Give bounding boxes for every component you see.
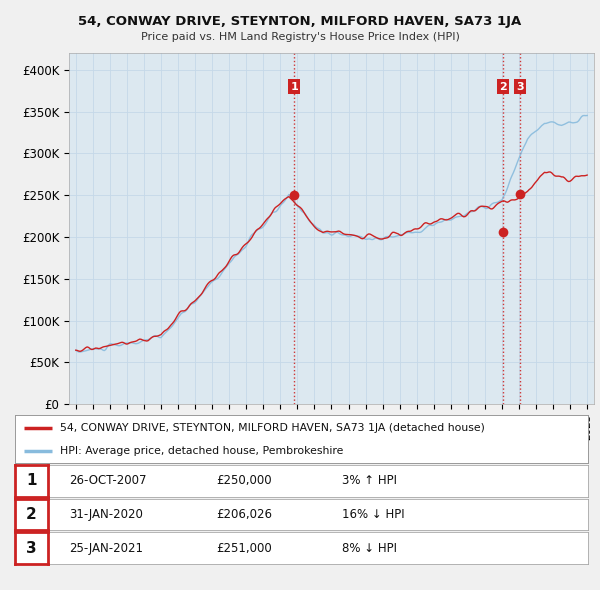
Text: 8% ↓ HPI: 8% ↓ HPI: [342, 542, 397, 555]
Text: 2: 2: [499, 81, 507, 91]
Text: 25-JAN-2021: 25-JAN-2021: [69, 542, 143, 555]
Text: Price paid vs. HM Land Registry's House Price Index (HPI): Price paid vs. HM Land Registry's House …: [140, 32, 460, 42]
Text: 1: 1: [26, 473, 37, 489]
Text: 3: 3: [517, 81, 524, 91]
Text: HPI: Average price, detached house, Pembrokeshire: HPI: Average price, detached house, Pemb…: [59, 446, 343, 456]
Text: £206,026: £206,026: [216, 508, 272, 521]
Text: £251,000: £251,000: [216, 542, 272, 555]
Text: 2: 2: [26, 507, 37, 522]
Text: 16% ↓ HPI: 16% ↓ HPI: [342, 508, 404, 521]
Text: 54, CONWAY DRIVE, STEYNTON, MILFORD HAVEN, SA73 1JA: 54, CONWAY DRIVE, STEYNTON, MILFORD HAVE…: [79, 15, 521, 28]
Text: 31-JAN-2020: 31-JAN-2020: [69, 508, 143, 521]
Text: 1: 1: [290, 81, 298, 91]
Text: 54, CONWAY DRIVE, STEYNTON, MILFORD HAVEN, SA73 1JA (detached house): 54, CONWAY DRIVE, STEYNTON, MILFORD HAVE…: [59, 423, 485, 433]
Text: 26-OCT-2007: 26-OCT-2007: [69, 474, 146, 487]
Text: 3% ↑ HPI: 3% ↑ HPI: [342, 474, 397, 487]
Text: 3: 3: [26, 540, 37, 556]
Text: £250,000: £250,000: [216, 474, 272, 487]
